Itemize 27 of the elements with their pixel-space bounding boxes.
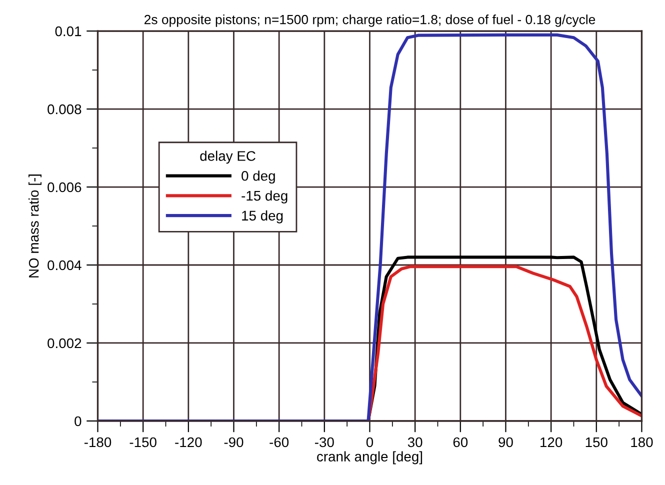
x-tick-label: 90	[498, 437, 513, 448]
legend-label: 15 deg	[242, 210, 283, 224]
legend-label: 0 deg	[242, 170, 275, 184]
x-tick-label: 0	[366, 437, 374, 448]
x-tick-label: 60	[453, 437, 468, 448]
x-tick-label: 180	[631, 437, 653, 448]
y-tick-label: 0.01	[55, 26, 82, 36]
chart-title: 2s opposite pistons; n=1500 rpm; charge ratio=1.8; dose of fuel - 0.18 g/cycle	[144, 14, 596, 27]
y-axis-title: NO mass ratio [-]	[28, 174, 42, 278]
y-tick-label: 0.002	[48, 338, 82, 348]
x-tick-label: 120	[540, 437, 562, 448]
y-tick-label: 0.006	[48, 182, 82, 192]
y-tick-label: 0.008	[48, 104, 82, 114]
legend-title: delay EC	[200, 150, 256, 164]
x-tick-label: -180	[84, 437, 112, 448]
y-tick-label: 0.004	[48, 260, 82, 270]
x-tick-label: -120	[175, 437, 202, 448]
x-axis-title: crank angle [deg]	[317, 451, 422, 464]
legend-label: -15 deg	[242, 190, 288, 204]
y-tick-label: 0	[74, 416, 82, 426]
x-tick-label: -150	[130, 437, 156, 448]
x-tick-label: 150	[586, 437, 608, 448]
x-tick-label: -90	[224, 437, 244, 448]
x-tick-label: 30	[408, 437, 422, 448]
x-tick-label: -60	[270, 437, 289, 448]
x-tick-label: -30	[314, 437, 334, 448]
line-series	[98, 33, 642, 421]
